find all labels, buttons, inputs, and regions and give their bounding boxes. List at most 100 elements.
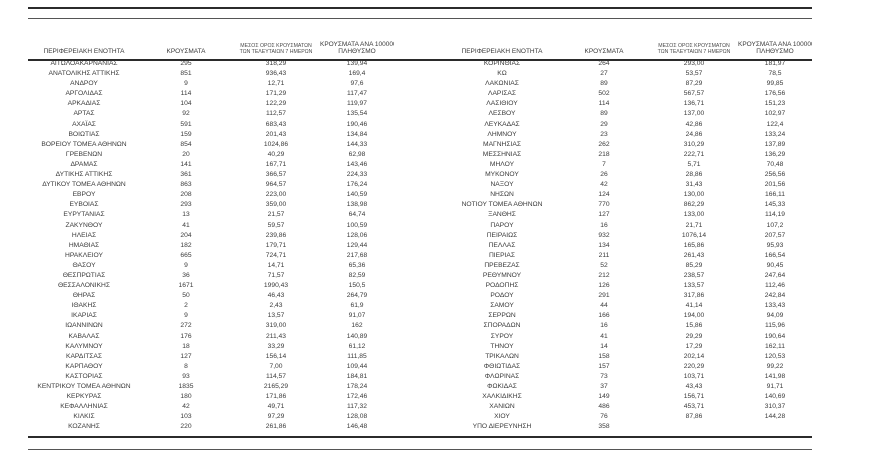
avg7-value: 7,00 <box>269 362 283 370</box>
table-row: ΜΕΣΣΗΝΙΑΣ 218 222,71 136,29 <box>446 150 812 160</box>
region-name: ΠΙΕΡΙΑΣ <box>488 251 516 259</box>
avg7-value: 223,00 <box>265 191 287 199</box>
avg7-value: 936,43 <box>265 70 287 78</box>
table-row: ΠΕΛΛΑΣ 134 165,86 95,93 <box>446 241 812 251</box>
cases-value: 293 <box>180 201 192 209</box>
table-header-right: ΠΕΡΙΦΕΡΕΙΑΚΗ ΕΝΟΤΗΤΑ ΚΡΟΥΣΜΑΤΑ ΜΕΣΟΣ ΟΡΟ… <box>446 24 812 59</box>
per100k-value: 133,24 <box>764 130 786 138</box>
per100k-value: 128,06 <box>346 231 368 239</box>
avg7-value: 87,29 <box>685 80 703 88</box>
avg7-value: 2165,29 <box>263 383 289 390</box>
table-row: ΔΥΤΙΚΗΣ ΑΤΤΙΚΗΣ 361 366,57 224,33 <box>28 170 394 180</box>
region-name: ΘΑΣΟΥ <box>72 261 96 269</box>
table-row: ΗΜΑΘΙΑΣ 182 179,71 129,44 <box>28 241 394 251</box>
avg7-value: 21,71 <box>685 221 703 229</box>
per100k-value: 137,89 <box>764 140 786 148</box>
region-name: ΧΑΛΚΙΔΙΚΗΣ <box>482 393 522 401</box>
bottom-rule-thick <box>28 436 812 438</box>
per100k-value: 247,64 <box>764 271 786 279</box>
region-name: ΑΝΑΤΟΛΙΚΗΣ ΑΤΤΙΚΗΣ <box>48 70 120 78</box>
avg7-value: 53,57 <box>685 70 703 78</box>
avg7-value: 5,71 <box>687 160 701 168</box>
region-name: ΚΙΛΚΙΣ <box>73 413 95 421</box>
per100k-value: 141,98 <box>764 372 786 380</box>
avg7-value: 85,29 <box>685 261 703 269</box>
region-name: ΚΕΝΤΡΙΚΟΥ ΤΟΜΕΑ ΑΘΗΝΩΝ <box>37 383 131 390</box>
cases-value: 13 <box>182 211 190 219</box>
bottom-rule-thin <box>28 449 812 450</box>
cases-value: 42 <box>600 181 608 189</box>
avg7-value: 87,86 <box>685 413 703 421</box>
avg7-value: 33,29 <box>267 342 285 350</box>
avg7-value: 179,71 <box>265 241 287 249</box>
avg7-value: 171,29 <box>265 90 287 98</box>
avg7-value: 2,43 <box>269 302 283 310</box>
region-name: ΚΩ <box>497 70 507 78</box>
cases-value: 26 <box>600 171 608 179</box>
per100k-value: 310,37 <box>764 403 786 411</box>
avg7-value: 239,86 <box>265 231 287 239</box>
region-name: ΑΝΔΡΟΥ <box>70 80 98 88</box>
avg7-value: 31,43 <box>685 181 703 189</box>
table-body-left: ΑΙΤΩΛΟΑΚΑΡΝΑΝΙΑΣ 295 318,29 139,94 ΑΝΑΤΟΛΙΚΗ… <box>28 59 394 432</box>
cases-value: 76 <box>600 413 608 421</box>
per100k-value: 91,71 <box>766 383 784 390</box>
col-header-cases: ΚΡΟΥΣΜΑΤΑ <box>584 48 624 55</box>
per100k-value: 70,48 <box>766 160 784 168</box>
table-row: ΚΙΛΚΙΣ 103 97,29 128,08 <box>28 412 394 422</box>
table-row: ΓΡΕΒΕΝΩΝ 20 40,29 62,98 <box>28 150 394 160</box>
avg7-value: 29,29 <box>685 332 703 340</box>
table-row: ΣΠΟΡΑΔΩΝ 16 15,86 115,96 <box>446 321 812 331</box>
cases-value: 92 <box>182 110 190 118</box>
per100k-value: 117,47 <box>347 90 367 98</box>
avg7-value: 43,43 <box>685 383 703 390</box>
avg7-value: 202,14 <box>683 352 705 360</box>
table-row: ΑΡΚΑΔΙΑΣ 104 122,29 119,97 <box>28 99 394 109</box>
cases-value: 9 <box>184 80 188 88</box>
cases-value: 20 <box>182 150 190 158</box>
per100k-value: 78,5 <box>768 70 782 78</box>
per100k-value: 140,69 <box>764 393 786 401</box>
per100k-value: 138,98 <box>346 201 368 209</box>
per100k-value: 140,59 <box>346 191 368 199</box>
cases-value: 218 <box>598 150 610 158</box>
avg7-value: 261,43 <box>683 251 705 259</box>
table-row: ΑΝΑΤΟΛΙΚΗΣ ΑΤΤΙΚΗΣ 851 936,43 169,4 <box>28 69 394 79</box>
region-name: ΑΙΤΩΛΟΑΚΑΡΝΑΝΙΑΣ <box>50 60 118 67</box>
cases-value: 16 <box>600 322 608 330</box>
region-name: ΜΥΚΟΝΟΥ <box>485 171 519 179</box>
avg7-value: 41,14 <box>685 302 703 310</box>
table-row: ΘΕΣΣΑΛΟΝΙΚΗΣ 1671 1990,43 150,5 <box>28 281 394 291</box>
per100k-value: 136,29 <box>764 150 786 158</box>
table-row: ΒΟΡΕΙΟΥ ΤΟΜΕΑ ΑΘΗΝΩΝ 854 1024,86 144,33 <box>28 140 394 150</box>
region-name: ΛΑΣΙΘΙΟΥ <box>486 100 518 108</box>
per100k-value: 169,4 <box>348 70 366 78</box>
table-row: ΚΕΝΤΡΙΚΟΥ ΤΟΜΕΑ ΑΘΗΝΩΝ 1835 2165,29 178,24 <box>28 382 394 392</box>
avg7-value: 964,57 <box>265 181 287 189</box>
region-name: ΚΟΡΙΝΘΙΑΣ <box>483 60 521 67</box>
region-name: ΚΟΖΑΝΗΣ <box>68 423 100 431</box>
per100k-value: 119,97 <box>347 100 367 108</box>
col-header-avg7: ΜΕΣΟΣ ΟΡΟΣ ΚΡΟΥΣΜΑΤΩΝ ΤΩΝ ΤΕΛΕΥΤΑΙΩΝ 7 Η… <box>232 24 320 59</box>
region-name: ΑΡΚΑΔΙΑΣ <box>67 100 101 108</box>
cases-value: 7 <box>602 160 606 168</box>
table-row: ΦΘΙΩΤΙΔΑΣ 157 220,29 99,22 <box>446 362 812 372</box>
region-name: ΗΡΑΚΛΕΙΟΥ <box>65 251 103 259</box>
region-name: ΚΕΦΑΛΛΗΝΙΑΣ <box>60 403 108 411</box>
avg7-value: 194,00 <box>683 312 705 320</box>
cases-value: 158 <box>598 352 610 360</box>
cases-value: 159 <box>180 130 192 138</box>
region-name: ΕΒΡΟΥ <box>72 191 96 199</box>
regional-cases-tables: ΠΕΡΙΦΕΡΕΙΑΚΗ ΕΝΟΤΗΤΑ ΚΡΟΥΣΜΑΤΑ ΜΕΣΟΣ ΟΡΟ… <box>28 24 812 432</box>
cases-value: 2 <box>184 302 188 310</box>
per100k-value: 134,84 <box>346 130 368 138</box>
table-row: ΣΕΡΡΩΝ 166 194,00 94,09 <box>446 311 812 321</box>
per100k-value: 139,94 <box>346 60 368 67</box>
col-header-avg7: ΜΕΣΟΣ ΟΡΟΣ ΚΡΟΥΣΜΑΤΩΝ ΤΩΝ ΤΕΛΕΥΤΑΙΩΝ 7 Η… <box>650 24 738 59</box>
per100k-value: 65,36 <box>348 261 366 269</box>
table-row: ΖΑΚΥΝΘΟΥ 41 59,57 100,59 <box>28 221 394 231</box>
region-name: ΙΘΑΚΗΣ <box>71 302 97 310</box>
region-name: ΘΕΣΠΡΩΤΙΑΣ <box>62 271 106 279</box>
table-row: ΙΘΑΚΗΣ 2 2,43 61,9 <box>28 301 394 311</box>
region-name: ΒΟΡΕΙΟΥ ΤΟΜΕΑ ΑΘΗΝΩΝ <box>41 140 127 148</box>
